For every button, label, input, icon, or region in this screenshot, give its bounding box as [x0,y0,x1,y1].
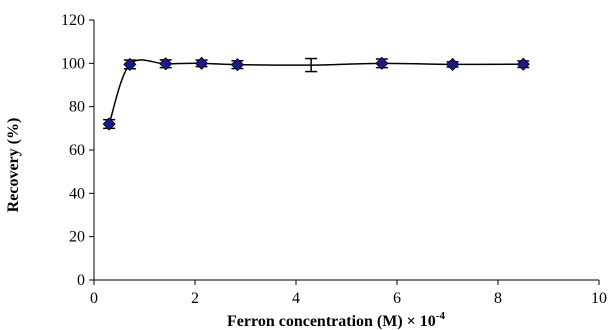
error-bars [103,57,530,130]
data-point [123,57,137,71]
data-points [102,56,530,131]
data-point [102,117,116,131]
y-tick-label: 20 [69,229,85,246]
data-point [194,56,209,70]
data-point [159,57,173,71]
y-tick-label: 0 [77,272,85,289]
x-axis-title-main: Ferron concentration (M) × 10 [227,313,436,330]
y-tick-label: 120 [61,12,85,29]
axes [89,19,600,285]
data-point [230,58,244,72]
y-tick-label: 60 [69,142,85,159]
y-tick-label: 40 [69,185,85,202]
y-tick-label: 100 [61,55,85,72]
tick-labels: 0 20 40 60 80 100 120 0 2 4 6 8 10 [61,12,607,307]
x-tick-label: 10 [591,290,607,307]
x-axis-title-exponent: -4 [436,310,446,322]
y-axis-title: Recovery (%) [5,118,22,213]
x-tick-label: 0 [90,290,98,307]
data-point [375,56,389,70]
data-point [516,57,530,71]
data-point [445,57,460,71]
x-tick-label: 6 [393,290,401,307]
x-axis-title: Ferron concentration (M) × 10-4 [227,310,445,330]
y-tick-label: 80 [69,99,85,116]
x-tick-label: 8 [494,290,502,307]
series-line [108,59,524,125]
x-tick-label: 4 [292,290,300,307]
x-tick-label: 2 [191,290,199,307]
